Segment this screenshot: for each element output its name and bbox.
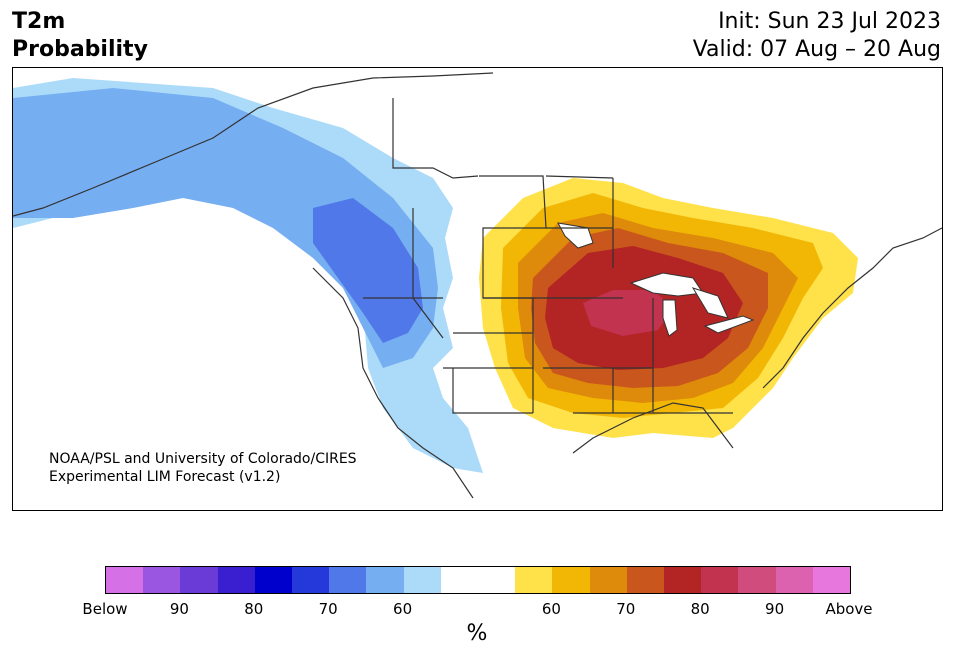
colorbar <box>105 566 851 594</box>
colorbar-segment <box>478 567 516 593</box>
title-line-1: T2m <box>12 9 66 34</box>
colorbar-unit: % <box>466 621 488 646</box>
colorbar-tick-label: 60 <box>541 600 561 618</box>
colorbar-tick-label: 90 <box>765 600 785 618</box>
warm-85-area <box>583 290 673 336</box>
cold-probability-shading <box>13 78 483 473</box>
colorbar-segment <box>775 567 813 593</box>
colorbar-segment <box>106 567 144 593</box>
blue-80-area <box>313 198 423 343</box>
colorbar-segment <box>701 567 739 593</box>
coastlines-and-borders <box>13 72 942 499</box>
map-svg <box>13 72 942 499</box>
colorbar-segment <box>664 567 702 593</box>
colorbar-segment <box>180 567 218 593</box>
colorbar-segment <box>143 567 181 593</box>
colorbar-segment <box>812 567 851 593</box>
colorbar-tick-label: 60 <box>393 600 413 618</box>
great-lakes <box>557 222 755 337</box>
colorbar-segment <box>403 567 441 593</box>
colorbar-segment <box>440 567 479 593</box>
colorbar-segment <box>366 567 404 593</box>
colorbar-tick-label: 70 <box>616 600 636 618</box>
probability-map <box>12 67 943 511</box>
colorbar-segment <box>552 567 590 593</box>
credit-line-2: Experimental LIM Forecast (v1.2) <box>49 469 281 485</box>
colorbar-segment <box>515 567 553 593</box>
title-line-2: Probability <box>12 37 148 62</box>
colorbar-segment <box>254 567 293 593</box>
init-valid-info: Init: Sun 23 Jul 2023 Valid: 07 Aug – 20… <box>693 8 941 64</box>
blue-70-area <box>13 88 438 368</box>
colorbar-segment <box>292 567 330 593</box>
valid-range: Valid: 07 Aug – 20 Aug <box>692 37 941 62</box>
credit-line-1: NOAA/PSL and University of Colorado/CIRE… <box>49 451 357 467</box>
colorbar-tick-label: 80 <box>244 600 264 618</box>
map-credit: NOAA/PSL and University of Colorado/CIRE… <box>49 450 357 486</box>
colorbar-tick-label: 90 <box>169 600 189 618</box>
colorbar-tick-label: Below <box>82 600 128 618</box>
init-date: Init: Sun 23 Jul 2023 <box>718 9 941 34</box>
colorbar-segment <box>217 567 255 593</box>
colorbar-segment <box>589 567 627 593</box>
colorbar-segment <box>626 567 665 593</box>
colorbar-tick-label: 70 <box>318 600 338 618</box>
colorbar-segment <box>329 567 367 593</box>
colorbar-segment <box>738 567 776 593</box>
colorbar-tick-label: 80 <box>690 600 710 618</box>
map-title: T2m Probability <box>12 8 148 64</box>
colorbar-tick-label: Above <box>825 600 873 618</box>
